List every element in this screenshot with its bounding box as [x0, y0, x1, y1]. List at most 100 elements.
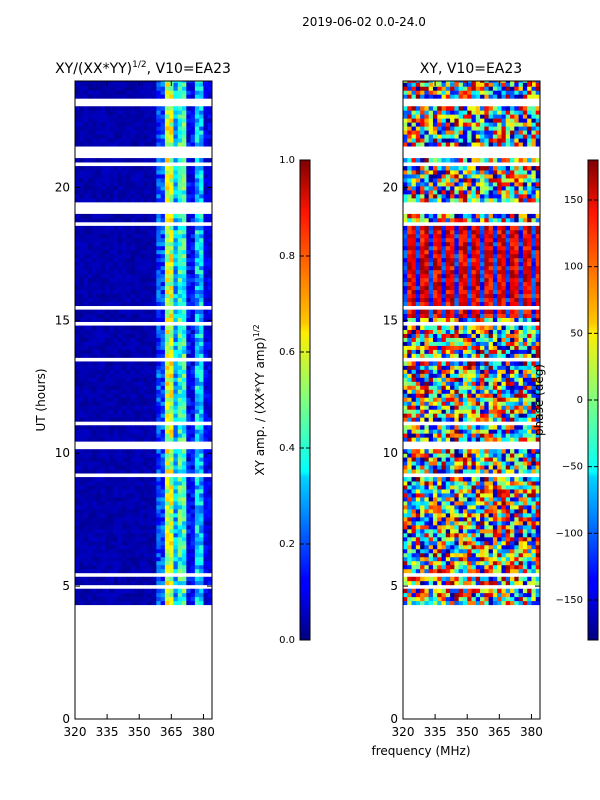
heatmap-cell	[117, 524, 123, 530]
heatmap-cell	[87, 174, 93, 179]
heatmap-cell	[182, 265, 187, 271]
heatmap-cell	[126, 365, 132, 370]
heatmap-cell	[104, 564, 110, 570]
heatmap-cell	[92, 564, 97, 570]
heatmap-cell	[415, 536, 421, 542]
heatmap-cell	[424, 556, 430, 562]
heatmap-cell	[458, 489, 464, 494]
colorbar-tick-label: 0.0	[279, 635, 295, 646]
heatmap-cell	[190, 349, 196, 354]
heatmap-cell	[109, 453, 114, 458]
heatmap-cell	[415, 497, 421, 502]
heatmap-cell	[169, 353, 174, 358]
heatmap-cell	[117, 213, 123, 219]
heatmap-cell	[160, 193, 166, 199]
heatmap-cell	[160, 122, 166, 127]
heatmap-cell	[122, 485, 127, 490]
heatmap-cell	[113, 277, 119, 283]
heatmap-cell	[130, 409, 136, 414]
heatmap-cell	[415, 532, 421, 538]
heatmap-cell	[194, 501, 200, 506]
heatmap-cell	[475, 596, 481, 602]
heatmap-cell	[458, 524, 464, 530]
heatmap-cell	[87, 158, 93, 163]
heatmap-cell	[147, 337, 153, 342]
heatmap-cell	[177, 142, 183, 147]
heatmap-cell	[531, 477, 537, 482]
heatmap-cell	[160, 377, 166, 382]
heatmap-cell	[75, 548, 80, 554]
heatmap-cell	[122, 592, 127, 598]
heatmap-cell	[156, 596, 162, 602]
heatmap-cell	[104, 261, 110, 267]
heatmap-cell	[100, 417, 106, 422]
heatmap-cell	[104, 596, 110, 602]
heatmap-cell	[182, 381, 187, 386]
heatmap-cell	[454, 505, 460, 510]
heatmap-cell	[75, 401, 80, 406]
heatmap-cell	[75, 249, 80, 255]
heatmap-cell	[130, 337, 136, 342]
heatmap-cell	[104, 461, 110, 466]
heatmap-cell	[113, 337, 119, 342]
heatmap-cell	[113, 433, 119, 438]
heatmap-cell	[117, 493, 123, 498]
heatmap-cell	[117, 497, 123, 502]
heatmap-cell	[531, 449, 537, 454]
heatmap-cell	[462, 564, 468, 570]
heatmap-cell	[169, 333, 174, 338]
heatmap-cell	[147, 369, 153, 374]
heatmap-cell	[173, 505, 179, 510]
heatmap-cell	[126, 505, 132, 510]
heatmap-cell	[143, 241, 149, 247]
heatmap-cell	[126, 237, 132, 243]
heatmap-cell	[164, 349, 170, 354]
heatmap-cell	[160, 213, 166, 219]
heatmap-cell	[199, 142, 204, 147]
heatmap-cell	[139, 524, 144, 530]
heatmap-cell	[207, 373, 212, 378]
heatmap-cell	[164, 385, 170, 390]
heatmap-cell	[143, 588, 149, 594]
heatmap-cell	[518, 505, 524, 510]
heatmap-cell	[510, 497, 515, 502]
heatmap-cell	[164, 261, 170, 267]
heatmap-cell	[117, 277, 123, 283]
heatmap-cell	[147, 277, 153, 283]
heatmap-cell	[518, 580, 524, 586]
heatmap-cell	[96, 241, 102, 247]
heatmap-cell	[100, 469, 106, 474]
heatmap-cell	[79, 497, 84, 502]
heatmap-cell	[147, 225, 153, 231]
heatmap-cell	[109, 313, 114, 318]
heatmap-cell	[186, 532, 191, 538]
heatmap-cell	[122, 86, 127, 91]
heatmap-cell	[104, 556, 110, 562]
heatmap-cell	[113, 217, 119, 223]
heatmap-cell	[424, 449, 430, 454]
heatmap-cell	[113, 389, 119, 394]
heatmap-cell	[441, 576, 447, 582]
heatmap-cell	[109, 497, 114, 502]
heatmap-cell	[527, 568, 532, 574]
heatmap-cell	[152, 592, 157, 598]
heatmap-cell	[109, 241, 114, 247]
heatmap-cell	[182, 94, 187, 99]
heatmap-cell	[182, 241, 187, 247]
heatmap-cell	[415, 512, 421, 518]
heatmap-cell	[177, 556, 183, 562]
heatmap-cell	[147, 556, 153, 562]
heatmap-cell	[122, 94, 127, 99]
heatmap-cell	[182, 174, 187, 179]
heatmap-cell	[471, 469, 477, 474]
heatmap-cell	[104, 197, 110, 203]
heatmap-cell	[104, 588, 110, 594]
heatmap-cell	[104, 516, 110, 522]
heatmap-cell	[492, 536, 498, 542]
heatmap-cell	[411, 413, 417, 418]
heatmap-cell	[126, 353, 132, 358]
heatmap-cell	[113, 182, 119, 187]
heatmap-cell	[492, 580, 498, 586]
heatmap-cell	[130, 516, 136, 522]
